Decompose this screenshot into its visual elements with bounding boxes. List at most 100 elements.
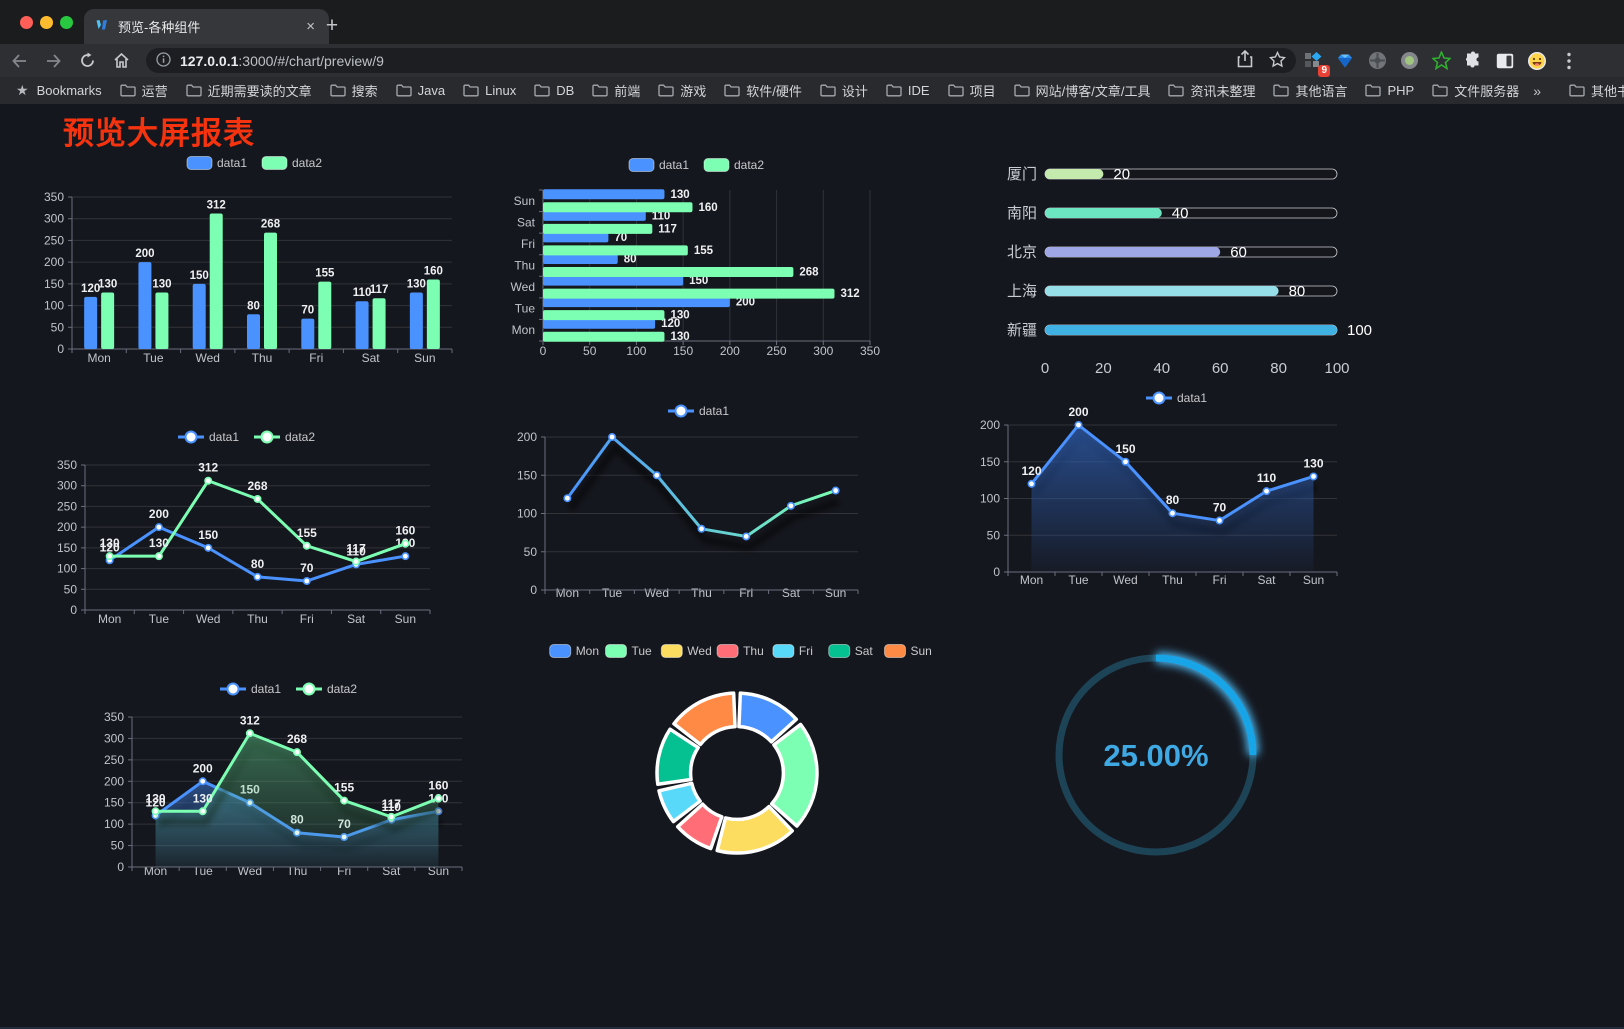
svg-text:Sat: Sat: [1257, 573, 1276, 587]
svg-text:80: 80: [624, 254, 637, 266]
svg-text:130: 130: [1303, 456, 1323, 470]
tab-close-icon[interactable]: ×: [306, 18, 315, 35]
browser-tab[interactable]: 预览-各种组件 ×: [84, 9, 329, 44]
bookmarks-star-icon[interactable]: ★: [16, 82, 29, 98]
bookmark-folder-item[interactable]: 资讯未整理: [1168, 81, 1255, 100]
svg-text:110: 110: [353, 287, 372, 299]
new-tab-button[interactable]: +: [325, 14, 339, 37]
svg-text:20: 20: [1095, 360, 1112, 377]
forward-arrow-icon[interactable]: [38, 48, 68, 74]
svg-text:312: 312: [840, 288, 859, 300]
info-icon[interactable]: [156, 51, 171, 70]
bookmark-folder-item[interactable]: 前端: [592, 81, 640, 100]
extension-green-star-icon[interactable]: [1426, 47, 1456, 75]
svg-text:200: 200: [1068, 405, 1088, 419]
svg-text:100: 100: [104, 817, 124, 831]
window-minimize-button[interactable]: [40, 16, 53, 29]
svg-text:60: 60: [1212, 360, 1229, 377]
svg-text:0: 0: [993, 565, 1000, 579]
svg-text:110: 110: [346, 544, 366, 558]
home-icon[interactable]: [106, 48, 136, 74]
area-line-chart[interactable]: data1 50 100 150 200 0 Mon Tue Wed Thu Fri Sat Sun 12…: [980, 388, 1390, 598]
svg-text:250: 250: [57, 499, 77, 513]
browser-toolbar: 127.0.0.1:3000/#/chart/preview/9 9: [0, 44, 1624, 77]
bookmark-folder-item[interactable]: 设计: [820, 81, 868, 100]
svg-text:Sat: Sat: [855, 644, 874, 658]
svg-text:80: 80: [1270, 360, 1287, 377]
side-panel-icon[interactable]: [1490, 47, 1520, 75]
svg-text:Mon: Mon: [556, 586, 579, 600]
svg-text:data1: data1: [251, 682, 281, 696]
share-icon[interactable]: [1237, 49, 1253, 71]
bookmark-folder-item[interactable]: IDE: [886, 83, 930, 98]
window-titlebar: 预览-各种组件 × +: [0, 0, 1624, 44]
other-bookmarks-folder[interactable]: 其他书签: [1569, 81, 1624, 100]
horizontal-bar-chart[interactable]: data1 data2 0 50 100 150 200 250 300 350 Mon Tue Wed…: [498, 150, 898, 365]
bookmark-folder-item[interactable]: 文件服务器: [1432, 81, 1519, 100]
bookmarks-overflow-chevron[interactable]: »: [1533, 82, 1542, 99]
back-arrow-icon[interactable]: [4, 48, 34, 74]
svg-text:Fri: Fri: [309, 351, 323, 365]
bookmark-star-icon[interactable]: [1268, 50, 1287, 71]
extension-recorder-icon[interactable]: [1394, 47, 1424, 75]
bookmark-folder-item[interactable]: 软件/硬件: [724, 81, 802, 100]
svg-text:117: 117: [658, 223, 677, 235]
svg-text:300: 300: [104, 731, 124, 745]
svg-text:100: 100: [57, 562, 77, 576]
gradient-line-chart[interactable]: data1 50 100 150 200 0 Mon Tue Wed Thu Fri Sat Sun: [500, 398, 900, 610]
window-close-button[interactable]: [20, 16, 33, 29]
two-series-line-chart[interactable]: data1 data2 50 100 150 200 250 300 350 0 Mon Tue Wed…: [30, 422, 460, 637]
svg-text:250: 250: [104, 753, 124, 767]
city-progress-chart[interactable]: 厦门 20 南阳 40 北京 60 上海 80 新疆 100 0 20 40 60 80 100: [990, 152, 1400, 384]
bookmark-folder-item[interactable]: 其他语言: [1273, 81, 1347, 100]
svg-text:120: 120: [1021, 464, 1041, 478]
gauge-chart[interactable]: 25.00%: [1030, 632, 1290, 882]
url-bar[interactable]: 127.0.0.1:3000/#/chart/preview/9: [146, 48, 1296, 73]
bookmark-folder-item[interactable]: 网站/博客/文章/工具: [1013, 81, 1150, 100]
svg-text:250: 250: [44, 233, 64, 247]
reload-icon[interactable]: [72, 48, 102, 74]
window-zoom-button[interactable]: [60, 16, 73, 29]
bookmark-folder-item[interactable]: 近期需要读的文章: [185, 81, 312, 100]
svg-text:200: 200: [980, 418, 1000, 432]
svg-text:data2: data2: [285, 430, 315, 444]
svg-text:0: 0: [70, 603, 77, 617]
svg-text:Wed: Wed: [645, 586, 669, 600]
bookmark-folder-item[interactable]: 运营: [119, 81, 168, 100]
svg-text:350: 350: [57, 458, 77, 472]
bookmark-folder-item[interactable]: PHP: [1365, 83, 1414, 98]
bookmarks-label[interactable]: Bookmarks: [36, 83, 102, 98]
svg-text:130: 130: [670, 189, 689, 201]
svg-text:70: 70: [614, 232, 627, 244]
extensions-puzzle-icon[interactable]: [1458, 47, 1488, 75]
extension-wheel-icon[interactable]: [1362, 47, 1392, 75]
bookmark-folder-item[interactable]: 游戏: [658, 81, 706, 100]
svg-text:117: 117: [346, 542, 366, 556]
svg-text:100: 100: [1324, 360, 1349, 377]
svg-text:130: 130: [98, 279, 117, 291]
two-series-area-chart[interactable]: data1 data2 50 100 150 200 250 300 350 0 Mon Tue Wed…: [90, 672, 480, 890]
svg-text:Tue: Tue: [632, 644, 653, 658]
svg-text:60: 60: [1230, 244, 1247, 261]
bookmark-folder-item[interactable]: 项目: [947, 81, 996, 100]
bookmark-folder-item[interactable]: Linux: [463, 83, 516, 98]
svg-text:data1: data1: [217, 156, 247, 170]
bookmark-folder-item[interactable]: DB: [534, 83, 574, 98]
bookmark-folder-item[interactable]: Java: [395, 83, 445, 98]
kebab-menu-icon[interactable]: [1554, 47, 1584, 75]
svg-text:Sat: Sat: [782, 586, 801, 600]
svg-text:100: 100: [1347, 322, 1372, 339]
extension-grid-diamond-icon[interactable]: 9: [1298, 47, 1330, 77]
svg-text:350: 350: [860, 344, 880, 358]
svg-text:155: 155: [297, 526, 317, 540]
bookmark-folder-item[interactable]: 搜索: [329, 81, 378, 100]
extension-vue-devtools-icon[interactable]: [1330, 47, 1360, 75]
bookmarks-bar: ★ Bookmarks 运营 近期需要读的文章 搜索 Java Linux DB 前端 游戏软…: [0, 77, 1624, 104]
donut-chart[interactable]: Mon Tue Wed Thu Fri Sat Sun: [540, 632, 940, 867]
svg-text:312: 312: [207, 200, 226, 212]
svg-text:Tue: Tue: [143, 351, 164, 365]
grouped-bar-chart[interactable]: data1 data2 50 100 150 200 250 300 350 0 Mon Tue Wed…: [38, 148, 468, 370]
emoji-extension-icon[interactable]: [1522, 47, 1552, 75]
svg-text:50: 50: [987, 528, 1001, 542]
svg-text:200: 200: [135, 248, 154, 260]
